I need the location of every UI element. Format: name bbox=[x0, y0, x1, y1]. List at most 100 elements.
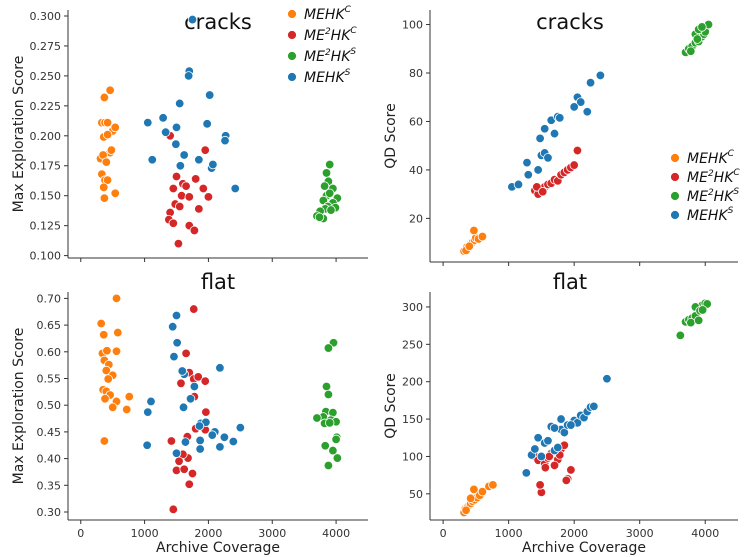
data-point-ME2HK_S bbox=[325, 418, 335, 428]
data-point-MEHK_S bbox=[585, 77, 596, 88]
data-point-MEHK_S bbox=[207, 430, 217, 440]
data-point-MEHK_C bbox=[110, 188, 120, 199]
y-tick-label: 0.225 bbox=[30, 100, 62, 113]
y-tick-label: 80 bbox=[409, 67, 423, 80]
y-tick-label: 0.175 bbox=[30, 160, 62, 173]
data-point-MEHK_S bbox=[169, 351, 179, 362]
data-point-MEHK_S bbox=[175, 98, 185, 109]
data-point-ME2HK_S bbox=[675, 330, 686, 341]
data-point-ME2HK_S bbox=[312, 413, 322, 423]
legend-entry: ME2HKC bbox=[687, 168, 740, 186]
panel-bl: 0.30 0.35 0.40 0.45 0.50 0.55 0.60 0.65 0.70 0 100… bbox=[11, 270, 368, 556]
data-point-ME2HK_C bbox=[538, 187, 548, 197]
y-tick-label: 0.150 bbox=[30, 190, 62, 203]
data-point-ME2HK_C bbox=[189, 225, 200, 236]
data-point-MEHK_S bbox=[230, 183, 240, 194]
data-point-MEHK_S bbox=[205, 90, 215, 100]
data-point-MEHK_S bbox=[195, 435, 205, 446]
y-tick-label: 0.55 bbox=[37, 373, 62, 386]
data-point-MEHK_S bbox=[235, 422, 246, 433]
legend-marker bbox=[287, 9, 297, 19]
data-point-ME2HK_C bbox=[173, 238, 184, 249]
y-tick-label: 0.40 bbox=[37, 453, 62, 466]
x-tick-label: 2000 bbox=[194, 527, 222, 540]
y-tick-label: 0.125 bbox=[30, 220, 62, 233]
x-tick-label: 4000 bbox=[322, 527, 350, 540]
data-point-MEHK_S bbox=[523, 170, 533, 180]
y-tick-label: 50 bbox=[409, 488, 423, 501]
x-tick-label: 2000 bbox=[560, 527, 588, 540]
data-point-MEHK_S bbox=[195, 444, 205, 454]
data-point-ME2HK_C bbox=[184, 479, 194, 489]
data-point-ME2HK_C bbox=[201, 407, 211, 417]
panel-tl: 0.100 0.125 0.150 0.175 0.200 0.225 0.250 0.275… bbox=[11, 5, 368, 263]
data-point-MEHK_C bbox=[488, 480, 498, 490]
x-tick-label: 0 bbox=[77, 527, 84, 540]
data-point-ME2HK_S bbox=[325, 159, 335, 170]
data-point-MEHK_S bbox=[595, 70, 606, 81]
data-point-MEHK_S bbox=[576, 97, 586, 107]
data-point-ME2HK_S bbox=[328, 445, 338, 456]
x-tick-label: 4000 bbox=[691, 527, 719, 540]
data-point-MEHK_C bbox=[122, 404, 132, 415]
legend-entry: ME2HKC bbox=[304, 26, 357, 44]
data-point-MEHK_S bbox=[171, 122, 182, 133]
data-point-ME2HK_C bbox=[171, 465, 182, 476]
data-point-MEHK_S bbox=[142, 440, 152, 450]
data-point-ME2HK_S bbox=[321, 168, 332, 178]
data-point-ME2HK_C bbox=[171, 171, 182, 182]
data-point-ME2HK_C bbox=[168, 183, 179, 194]
data-point-MEHK_S bbox=[543, 436, 553, 446]
data-point-MEHK_S bbox=[535, 133, 545, 144]
data-point-MEHK_C bbox=[477, 231, 488, 242]
data-point-ME2HK_S bbox=[692, 34, 703, 44]
y-tick-label: 0.300 bbox=[30, 10, 62, 23]
data-point-MEHK_C bbox=[96, 318, 106, 329]
y-tick-label: 0.100 bbox=[30, 250, 62, 263]
data-point-MEHK_S bbox=[582, 107, 592, 117]
legend-entry: ME2HKS bbox=[687, 187, 739, 205]
data-point-MEHK_S bbox=[215, 442, 225, 452]
data-point-MEHK_S bbox=[167, 322, 178, 332]
y-tick-label: 0.35 bbox=[37, 479, 62, 492]
data-point-MEHK_C bbox=[461, 505, 471, 515]
data-point-MEHK_S bbox=[171, 448, 182, 458]
data-point-MEHK_S bbox=[194, 421, 205, 431]
data-point-MEHK_C bbox=[100, 394, 110, 404]
legend-marker bbox=[670, 153, 680, 163]
data-point-MEHK_S bbox=[147, 155, 157, 165]
data-point-MEHK_C bbox=[469, 225, 479, 236]
data-point-MEHK_S bbox=[171, 139, 181, 149]
y-axis-label: Max Exploration Score bbox=[11, 328, 27, 485]
data-point-ME2HK_S bbox=[314, 212, 325, 222]
data-point-MEHK_S bbox=[160, 127, 171, 137]
data-point-ME2HK_S bbox=[323, 343, 334, 353]
y-tick-label: 0.60 bbox=[37, 346, 62, 359]
data-point-ME2HK_C bbox=[181, 348, 191, 359]
data-point-MEHK_S bbox=[143, 407, 153, 417]
legend-marker bbox=[287, 30, 297, 40]
data-point-MEHK_S bbox=[187, 14, 198, 25]
data-point-MEHK_S bbox=[536, 451, 547, 462]
data-point-MEHK_S bbox=[522, 157, 532, 168]
data-point-MEHK_S bbox=[589, 401, 599, 412]
y-tick-label: 0.275 bbox=[30, 40, 62, 53]
data-point-MEHK_C bbox=[102, 117, 113, 128]
data-point-MEHK_C bbox=[106, 145, 117, 155]
data-point-MEHK_S bbox=[219, 432, 230, 442]
data-point-MEHK_C bbox=[111, 293, 122, 304]
data-point-ME2HK_S bbox=[321, 381, 332, 392]
y-tick-label: 60 bbox=[409, 115, 423, 128]
data-point-MEHK_C bbox=[99, 330, 109, 340]
data-point-ME2HK_S bbox=[323, 460, 334, 471]
data-point-MEHK_S bbox=[171, 310, 182, 321]
data-point-ME2HK_C bbox=[203, 192, 214, 202]
data-point-ME2HK_S bbox=[686, 317, 696, 328]
data-point-ME2HK_C bbox=[174, 456, 184, 466]
chart-title: flat bbox=[553, 270, 587, 294]
data-point-MEHK_S bbox=[555, 113, 565, 123]
data-point-MEHK_C bbox=[105, 85, 115, 95]
data-point-ME2HK_S bbox=[323, 389, 334, 400]
x-tick-label: 3000 bbox=[626, 527, 654, 540]
